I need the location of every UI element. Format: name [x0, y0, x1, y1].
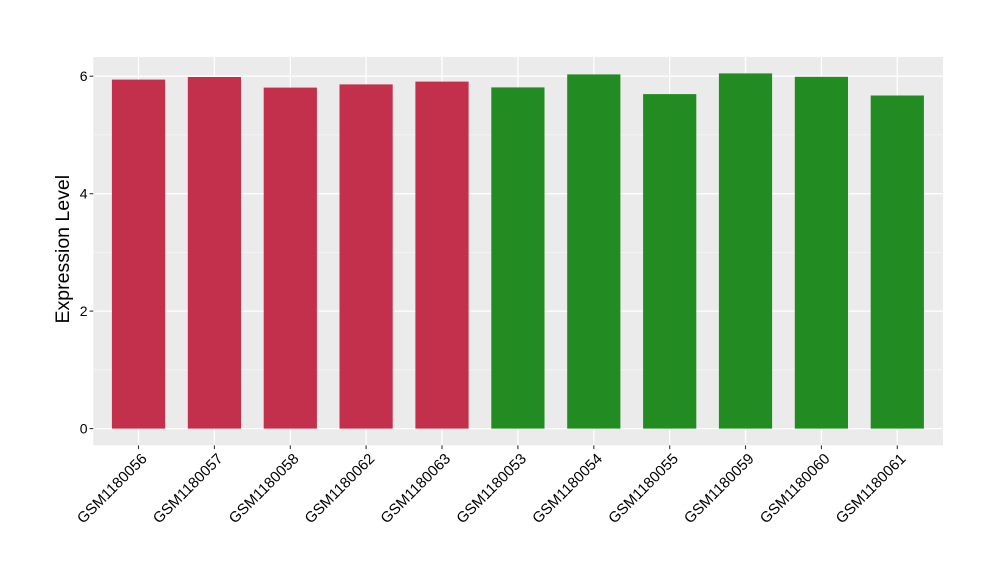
svg-text:2: 2 — [80, 303, 88, 319]
svg-text:0: 0 — [80, 421, 88, 437]
svg-text:6: 6 — [80, 68, 88, 84]
svg-text:Expression Level: Expression Level — [52, 175, 74, 324]
svg-text:4: 4 — [80, 186, 88, 202]
